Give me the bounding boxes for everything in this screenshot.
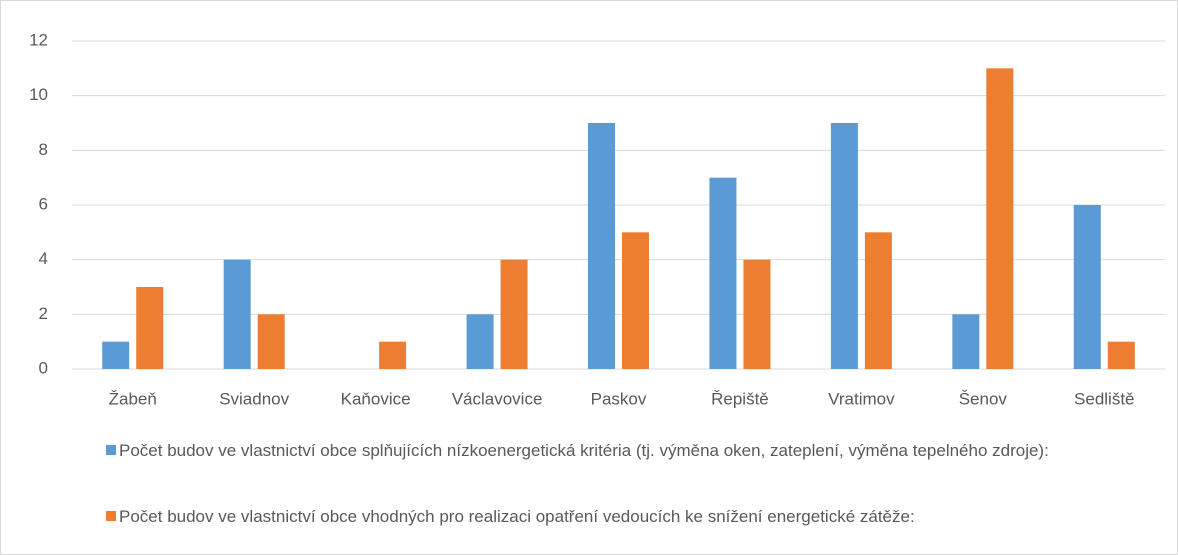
y-tick-label: 8 bbox=[39, 140, 48, 159]
x-tick-label: Řepiště bbox=[711, 389, 769, 408]
y-tick-label: 2 bbox=[39, 304, 48, 323]
legend-entry: Počet budov ve vlastnictví obce vhodných… bbox=[106, 504, 1106, 530]
bar bbox=[952, 314, 980, 369]
x-tick-label: Kaňovice bbox=[341, 389, 411, 408]
legend-swatch bbox=[106, 511, 116, 521]
bar bbox=[830, 123, 858, 369]
bar bbox=[743, 259, 771, 369]
y-tick-label: 4 bbox=[39, 249, 48, 268]
bar bbox=[709, 177, 737, 369]
bar bbox=[102, 341, 130, 369]
bar bbox=[466, 314, 494, 369]
y-tick-label: 12 bbox=[29, 30, 48, 49]
bar bbox=[622, 232, 649, 369]
bar bbox=[588, 123, 615, 369]
x-tick-label: Vratimov bbox=[828, 389, 895, 408]
bar bbox=[136, 287, 164, 369]
legend-swatch bbox=[106, 445, 116, 455]
x-tick-label: Václavovice bbox=[452, 389, 543, 408]
bar bbox=[986, 68, 1014, 369]
bar bbox=[500, 259, 528, 369]
bar bbox=[1073, 205, 1101, 369]
legend-label: Počet budov ve vlastnictví obce splňujíc… bbox=[119, 441, 1049, 460]
legend-entry: Počet budov ve vlastnictví obce splňujíc… bbox=[106, 438, 1106, 464]
y-tick-label: 10 bbox=[29, 85, 48, 104]
x-tick-label: Sviadnov bbox=[219, 389, 289, 408]
bar bbox=[257, 314, 285, 369]
x-tick-label: Sedliště bbox=[1074, 389, 1134, 408]
bar bbox=[1107, 341, 1135, 369]
x-tick-label: Šenov bbox=[959, 389, 1008, 408]
bar bbox=[864, 232, 892, 369]
y-tick-label: 6 bbox=[39, 194, 48, 213]
y-tick-label: 0 bbox=[39, 358, 48, 377]
x-tick-label: Paskov bbox=[591, 389, 647, 408]
bar bbox=[379, 341, 407, 369]
legend-label: Počet budov ve vlastnictví obce vhodných… bbox=[119, 507, 915, 526]
x-tick-label: Žabeň bbox=[109, 389, 157, 408]
bar bbox=[223, 259, 251, 369]
